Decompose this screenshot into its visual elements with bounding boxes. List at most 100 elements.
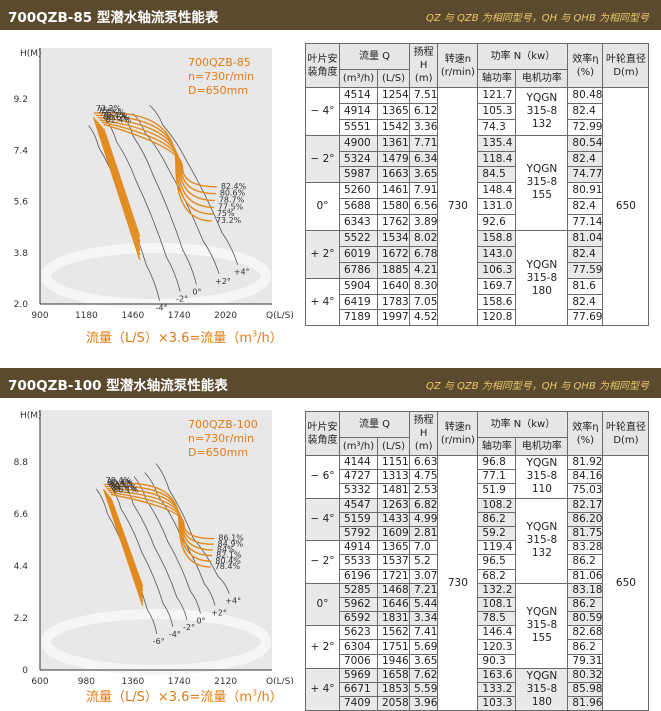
header-angle: 叶片安装角度 <box>305 43 340 88</box>
table-row: + 2° 5623 1562 7.41 146.4 82.68 <box>305 625 649 669</box>
section-title: 700QZB-85 型潜水轴流泵性能表 <box>8 10 219 26</box>
head-cell: 5.69 <box>408 639 439 655</box>
shaft-power-cell: 103.3 <box>477 696 517 711</box>
angle-cell: − 4° <box>305 87 340 136</box>
efficiency-cell: 77.59 <box>567 261 604 279</box>
flow-ls-cell: 1479 <box>377 150 410 168</box>
y-tick-label: 0 <box>22 666 28 676</box>
shaft-power-cell: 158.6 <box>477 293 517 311</box>
table-row: 4727 1313 4.75 77.1 84.16 <box>306 469 649 485</box>
shaft-power-cell: 96.5 <box>477 554 517 570</box>
angle-cell: 0° <box>305 582 340 627</box>
header-flow: 流量 Q <box>339 43 410 70</box>
flow-m3h-cell: 5551 <box>339 118 378 136</box>
flow-m3h-cell: 6343 <box>339 214 378 232</box>
performance-table: 叶片安装角度 流量 Q 扬程H (m) 转速n (r/min) 功率 N（kw） 效率η (%)… <box>305 411 650 711</box>
table-row: 7006 1946 3.65 90.3 79.31 <box>306 653 649 669</box>
head-cell: 4.99 <box>408 511 439 527</box>
head-cell: 5.2 <box>408 554 439 570</box>
head-cell: 4.21 <box>408 261 439 279</box>
efficiency-label-left: 86.1% <box>113 485 139 494</box>
efficiency-cell: 86.2 <box>567 639 604 655</box>
table-row: − 6° 4144 1151 6.63 730 96.8 YQGN 315-8 110 81.92… <box>305 454 650 711</box>
efficiency-curve <box>98 123 141 247</box>
efficiency-cell: 83.28 <box>567 540 604 556</box>
flow-ls-cell: 1542 <box>377 118 410 136</box>
flow-m3h-cell: 6786 <box>339 261 378 279</box>
efficiency-cell: 80.91 <box>567 182 604 200</box>
angle-cell: + 2° <box>305 625 340 669</box>
flow-ls-cell: 1658 <box>377 667 410 684</box>
flow-ls-cell: 1762 <box>377 214 410 232</box>
efficiency-curve <box>104 490 144 602</box>
header-head: 扬程H (m) <box>408 43 439 88</box>
flow-m3h-cell: 6592 <box>339 611 378 627</box>
flow-ls-cell: 1997 <box>377 309 410 327</box>
flow-ls-cell: 1365 <box>377 102 410 120</box>
chart-info-line: 700QZB-100 <box>188 418 258 431</box>
y-tick-label: 7.4 <box>14 146 29 156</box>
head-cell: 4.75 <box>408 469 439 485</box>
efficiency-label-right: 86.1% <box>218 534 244 543</box>
shaft-power-cell: 96.8 <box>477 454 517 471</box>
motor-power-cell: YQGN 315-8 132 <box>515 87 569 136</box>
efficiency-label-right: 84% <box>217 545 235 554</box>
motor-power-cell: YQGN 315-8 110 <box>515 455 569 499</box>
table-row: 0° 5260 1461 7.91 148.4 80.91 <box>305 182 649 232</box>
performance-chart: H(M) Q(L/S) 900 1180 1460 1740 2020 2.0 3.8 5.6 7.… <box>14 48 294 321</box>
header-speed: 转速n (r/min) <box>437 43 479 88</box>
efficiency-cell: 80.54 <box>567 134 604 152</box>
efficiency-curve <box>105 492 144 599</box>
chart-info-line: n=730r/min <box>188 70 254 83</box>
table-row: 6419 1783 7.05 158.6 82.4 <box>306 293 649 311</box>
header-flow-m3h: (m³/h) <box>339 69 378 88</box>
head-cell: 7.51 <box>408 87 439 104</box>
header-eff: 效率η (%) <box>567 411 604 456</box>
efficiency-curve <box>109 491 214 545</box>
section-100: 700QZB-100 型潜水轴流泵性能表 QZ 与 QZB 为相同型号，QH 与… <box>0 368 661 711</box>
series-angle-label: +4° <box>234 268 250 277</box>
efficiency-label-right: 82.1% <box>216 551 242 560</box>
efficiency-cell: 81.92 <box>567 454 604 471</box>
efficiency-curve <box>102 488 144 606</box>
table-row: − 2° 4900 1361 7.71 135.4 YQGN 315-8 155 80.54 <box>305 134 649 232</box>
table-row: 5533 1537 5.2 96.5 86.2 <box>306 554 649 570</box>
performance-table: 叶片安装角度 流量 Q 扬程H (m) 转速n (r/min) 功率 N（kw） 效率η (%)… <box>305 43 650 327</box>
efficiency-curve <box>107 494 144 595</box>
flow-m3h-cell: 5623 <box>339 625 378 641</box>
x-axis-label: Q(L/S) <box>266 311 294 321</box>
head-cell: 3.07 <box>408 568 439 584</box>
head-cell: 7.21 <box>408 582 439 598</box>
section-title: 700QZB-100 型潜水轴流泵性能表 <box>8 378 228 394</box>
flow-ls-cell: 1885 <box>377 261 410 279</box>
efficiency-curve <box>110 498 144 587</box>
efficiency-curve <box>95 114 213 215</box>
efficiency-cell: 86.2 <box>567 596 604 613</box>
head-cell: 3.36 <box>408 118 439 136</box>
flow-m3h-cell: 5285 <box>339 582 378 598</box>
header-shaft-power: 轴功率 <box>477 437 517 456</box>
header-shaft-power: 轴功率 <box>477 69 517 88</box>
efficiency-curve <box>97 121 141 251</box>
series-curve <box>132 113 220 275</box>
series-angle-label: -4° <box>156 304 168 313</box>
efficiency-label-left: 75% <box>98 106 116 115</box>
series-angle-label: -2° <box>176 294 188 303</box>
efficiency-label-left: 82.1% <box>109 480 135 489</box>
efficiency-curve <box>103 482 211 568</box>
header-flow-ls-text: (L/S) <box>381 441 406 452</box>
efficiency-curve <box>93 111 212 222</box>
series-curve <box>149 104 239 265</box>
series-curve <box>121 480 188 621</box>
efficiency-cell: 82.4 <box>567 293 604 311</box>
head-cell: 3.65 <box>408 653 439 669</box>
flow-ls-cell: 1580 <box>377 198 410 216</box>
table-row: 5962 1646 5.44 108.1 86.2 <box>306 596 649 613</box>
header-dia-unit: D(m) <box>613 66 639 78</box>
performance-chart: H(M) Q(L/S) 600 980 1360 1740 2120 0 2.2 4.4 6.6 8.… <box>14 410 294 684</box>
flow-m3h-cell: 5522 <box>339 230 378 247</box>
header-flow-ls-text: (L/S) <box>381 73 406 84</box>
header-flow-m3h: (m³/h) <box>339 437 378 456</box>
x-tick-label: 900 <box>31 311 48 321</box>
table-row: + 2° 5522 1534 8.02 158.8 YQGN 315-8 180 81.04 <box>305 230 649 327</box>
